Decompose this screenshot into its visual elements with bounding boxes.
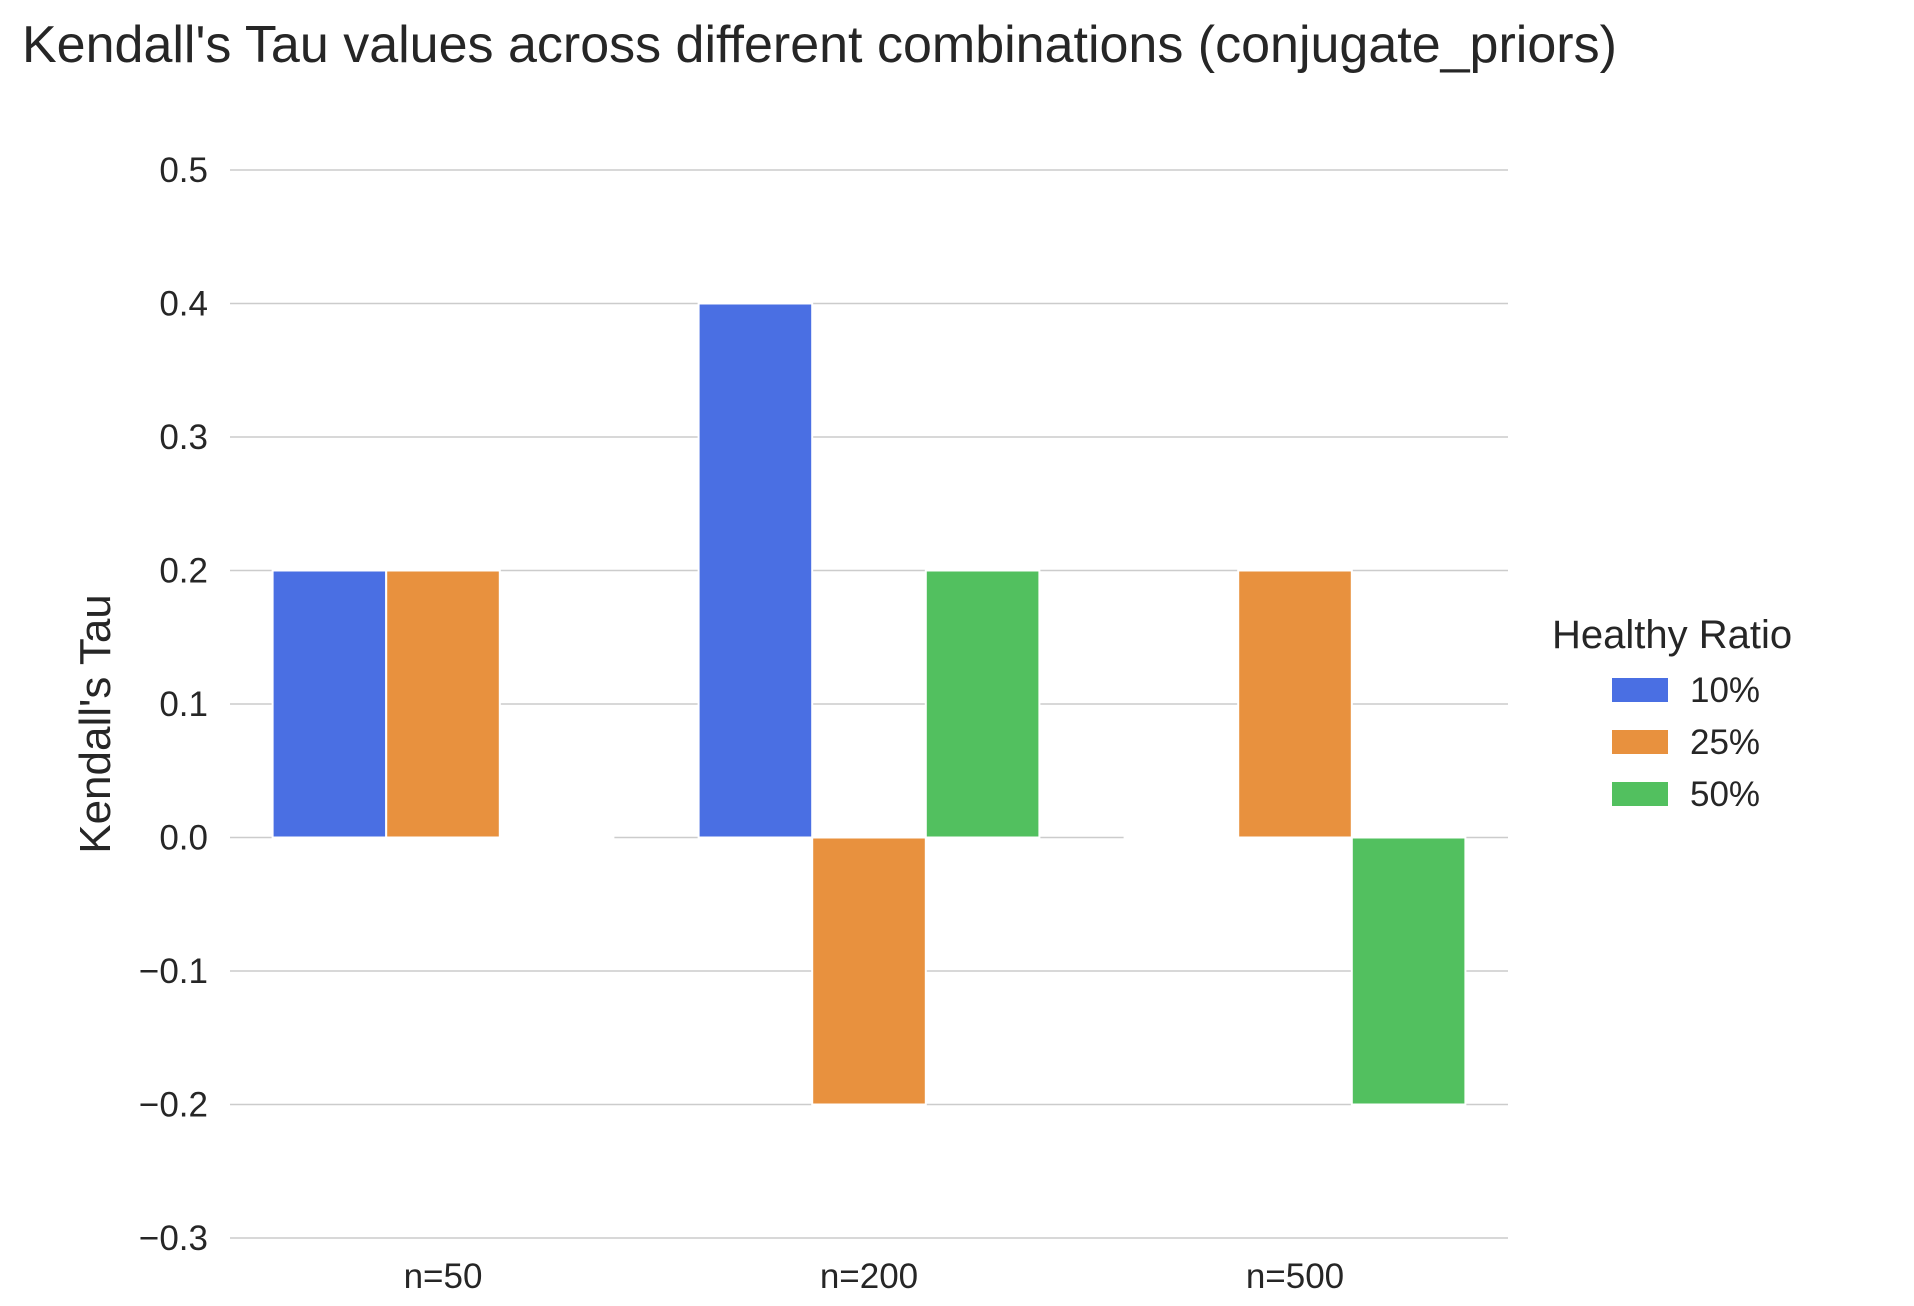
legend-label: 50% [1690, 775, 1760, 814]
y-tick-label: 0.2 [159, 552, 208, 591]
y-tick-labels: −0.3 −0.2 −0.1 0.0 0.1 0.2 0.3 0.4 0.5 [139, 151, 208, 1258]
bar [271, 569, 388, 839]
legend-items: 10% 25% 50% [1612, 671, 1760, 814]
bar [697, 302, 814, 839]
y-tick-label: −0.1 [139, 952, 208, 991]
legend-label: 10% [1690, 671, 1760, 710]
bar [1237, 569, 1353, 839]
bar [1350, 836, 1467, 1106]
x-tick-label: n=200 [820, 1257, 918, 1296]
y-tick-label: 0.1 [159, 685, 208, 724]
y-tick-label: 0.3 [159, 418, 208, 457]
legend-label: 25% [1690, 723, 1760, 762]
legend-swatch [1612, 730, 1668, 754]
bar [924, 569, 1041, 839]
y-tick-label: −0.3 [139, 1219, 208, 1258]
y-tick-label: 0.5 [159, 151, 208, 190]
bar [811, 836, 927, 1106]
legend-swatch [1612, 678, 1668, 702]
chart-title: Kendall's Tau values across different co… [22, 16, 1617, 74]
legend-swatch [1612, 782, 1668, 806]
bars [271, 302, 1467, 1106]
y-tick-label: 0.0 [159, 819, 208, 858]
x-tick-labels: n=50 n=200 n=500 [404, 1257, 1345, 1296]
y-axis-label: Kendall's Tau [71, 594, 120, 854]
y-tick-label: 0.4 [159, 285, 208, 324]
x-tick-label: n=500 [1246, 1257, 1344, 1296]
legend-title: Healthy Ratio [1552, 613, 1792, 657]
legend: Healthy Ratio 10% 25% 50% [1552, 613, 1792, 814]
x-tick-label: n=50 [404, 1257, 483, 1296]
bar [385, 569, 501, 839]
y-tick-label: −0.2 [139, 1086, 208, 1125]
